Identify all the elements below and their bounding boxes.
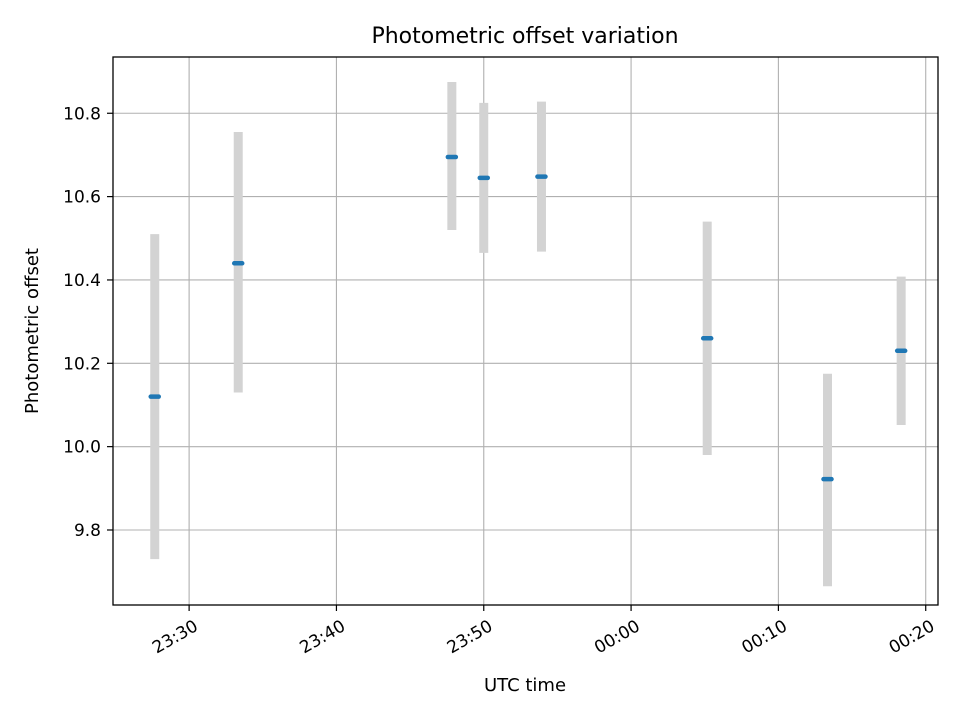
y-tick-label: 10.4 (63, 271, 101, 291)
data-points (148, 154, 908, 482)
y-tick-label: 10.2 (63, 354, 101, 374)
y-axis-label: Photometric offset (22, 248, 43, 414)
plot-frame (112, 56, 939, 606)
y-tick-label: 10.0 (63, 438, 101, 458)
chart-title: Photometric offset variation (371, 24, 678, 49)
y-tick-label: 10.6 (63, 188, 101, 208)
y-tick-label: 10.8 (63, 104, 101, 124)
y-tick-label: 9.8 (74, 521, 101, 541)
x-axis-label: UTC time (484, 675, 566, 696)
